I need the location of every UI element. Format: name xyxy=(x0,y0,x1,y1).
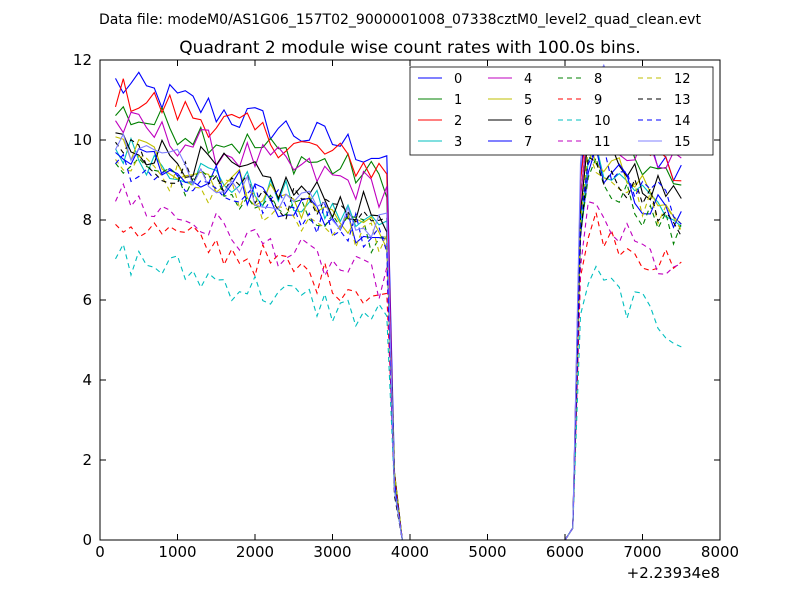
x-tick-label: 7000 xyxy=(623,543,661,561)
x-tick-label: 2000 xyxy=(236,543,274,561)
legend-label: 1 xyxy=(454,93,462,108)
tick-layer: 0 1000 2000 3000 4000 5000 6000 7000 80000246810… xyxy=(73,51,739,561)
y-tick-label: 0 xyxy=(82,531,92,549)
legend-label: 6 xyxy=(524,114,532,129)
x-tick-label: 6000 xyxy=(546,543,584,561)
x-tick-label: 5000 xyxy=(468,543,506,561)
legend-label: 11 xyxy=(594,135,611,150)
series-line xyxy=(114,182,682,540)
figure-suptitle: Data file: modeM0/AS1G06_157T02_90000010… xyxy=(99,12,701,28)
y-tick-label: 4 xyxy=(82,371,92,389)
legend-label: 12 xyxy=(674,72,691,87)
x-tick-label: 0 xyxy=(95,543,105,561)
series-line xyxy=(115,242,682,540)
y-tick-label: 6 xyxy=(82,291,92,309)
legend-frame xyxy=(409,66,714,156)
x-tick-label: 8000 xyxy=(701,543,739,561)
x-tick-label: 1000 xyxy=(158,543,196,561)
legend-label: 8 xyxy=(594,72,602,87)
legend-label: 7 xyxy=(524,135,532,150)
y-tick-label: 8 xyxy=(82,211,92,229)
legend-label: 15 xyxy=(674,135,691,150)
legend-label: 5 xyxy=(524,93,532,108)
legend-label: 2 xyxy=(454,114,462,129)
legend-label: 13 xyxy=(674,93,691,108)
series-line xyxy=(115,149,682,540)
series-line xyxy=(115,145,682,540)
legend-label: 0 xyxy=(454,72,462,87)
legend-label: 9 xyxy=(594,93,602,108)
y-tick-label: 12 xyxy=(73,51,92,69)
legend-label: 4 xyxy=(524,72,532,87)
y-tick-label: 10 xyxy=(73,131,92,149)
y-tick-label: 2 xyxy=(82,451,92,469)
series-line xyxy=(115,210,682,540)
x-offset-label: +2.23934e8 xyxy=(627,564,720,582)
legend-label: 3 xyxy=(454,135,462,150)
series-line xyxy=(115,139,682,540)
x-tick-label: 4000 xyxy=(391,543,429,561)
legend-label: 14 xyxy=(674,114,691,129)
chart-title: Quadrant 2 module wise count rates with … xyxy=(179,38,640,58)
legend-label: 10 xyxy=(594,114,611,129)
x-tick-label: 3000 xyxy=(313,543,351,561)
